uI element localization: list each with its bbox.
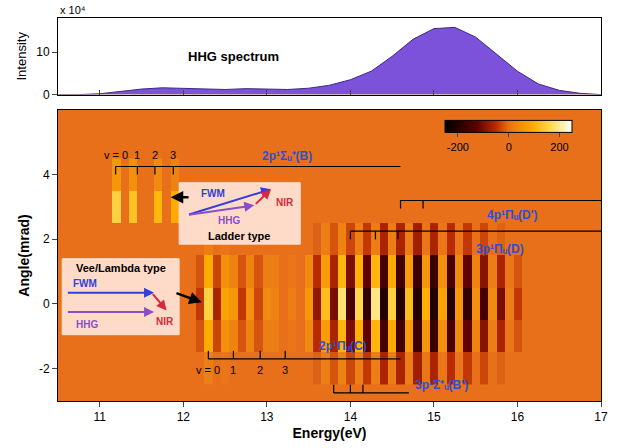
svg-text:15: 15 — [427, 410, 441, 424]
svg-text:-200: -200 — [447, 141, 469, 153]
svg-text:16: 16 — [511, 410, 525, 424]
svg-text:0: 0 — [43, 297, 50, 311]
svg-text:2p¹Πᵤ(C): 2p¹Πᵤ(C) — [319, 339, 367, 353]
svg-text:0: 0 — [43, 88, 50, 102]
svg-text:Ladder type: Ladder type — [208, 230, 270, 242]
svg-text:Intensity: Intensity — [14, 32, 29, 81]
svg-text:17: 17 — [594, 410, 608, 424]
svg-text:3p¹Σ⁺ᵤ(B'): 3p¹Σ⁺ᵤ(B') — [415, 378, 468, 392]
svg-text:2: 2 — [152, 149, 158, 161]
svg-text:FWM: FWM — [201, 188, 225, 199]
svg-text:3p¹Πᵤ(D): 3p¹Πᵤ(D) — [476, 242, 524, 256]
svg-text:10: 10 — [36, 45, 50, 59]
svg-text:HHG: HHG — [76, 319, 98, 330]
svg-text:2p¹Σᵤ⁺(B): 2p¹Σᵤ⁺(B) — [262, 149, 312, 163]
svg-text:13: 13 — [260, 410, 274, 424]
svg-text:Energy(eV): Energy(eV) — [293, 425, 367, 441]
svg-text:Angle(mrad): Angle(mrad) — [16, 214, 32, 296]
svg-text:11: 11 — [94, 410, 107, 424]
svg-text:3: 3 — [170, 149, 176, 161]
svg-text:-2: -2 — [39, 362, 50, 376]
svg-text:2: 2 — [43, 232, 50, 246]
svg-text:NIR: NIR — [156, 316, 174, 327]
svg-text:NIR: NIR — [276, 197, 294, 208]
svg-text:3: 3 — [282, 364, 288, 376]
svg-text:HHG: HHG — [218, 215, 240, 226]
svg-text:0: 0 — [506, 141, 512, 153]
svg-text:4: 4 — [43, 168, 50, 182]
svg-text:200: 200 — [550, 141, 568, 153]
svg-text:12: 12 — [177, 410, 191, 424]
svg-text:v = 0: v = 0 — [104, 149, 128, 161]
svg-text:4p¹Πᵤ(D'): 4p¹Πᵤ(D') — [487, 208, 538, 222]
svg-text:FWM: FWM — [73, 278, 97, 289]
svg-text:2: 2 — [257, 364, 263, 376]
svg-text:v = 0: v = 0 — [196, 364, 220, 376]
svg-text:Vee/Lambda type: Vee/Lambda type — [76, 262, 166, 274]
svg-text:1: 1 — [134, 149, 140, 161]
svg-text:x 10⁴: x 10⁴ — [60, 4, 86, 16]
svg-text:HHG spectrum: HHG spectrum — [188, 49, 279, 64]
svg-text:1: 1 — [230, 364, 236, 376]
svg-text:14: 14 — [344, 410, 358, 424]
